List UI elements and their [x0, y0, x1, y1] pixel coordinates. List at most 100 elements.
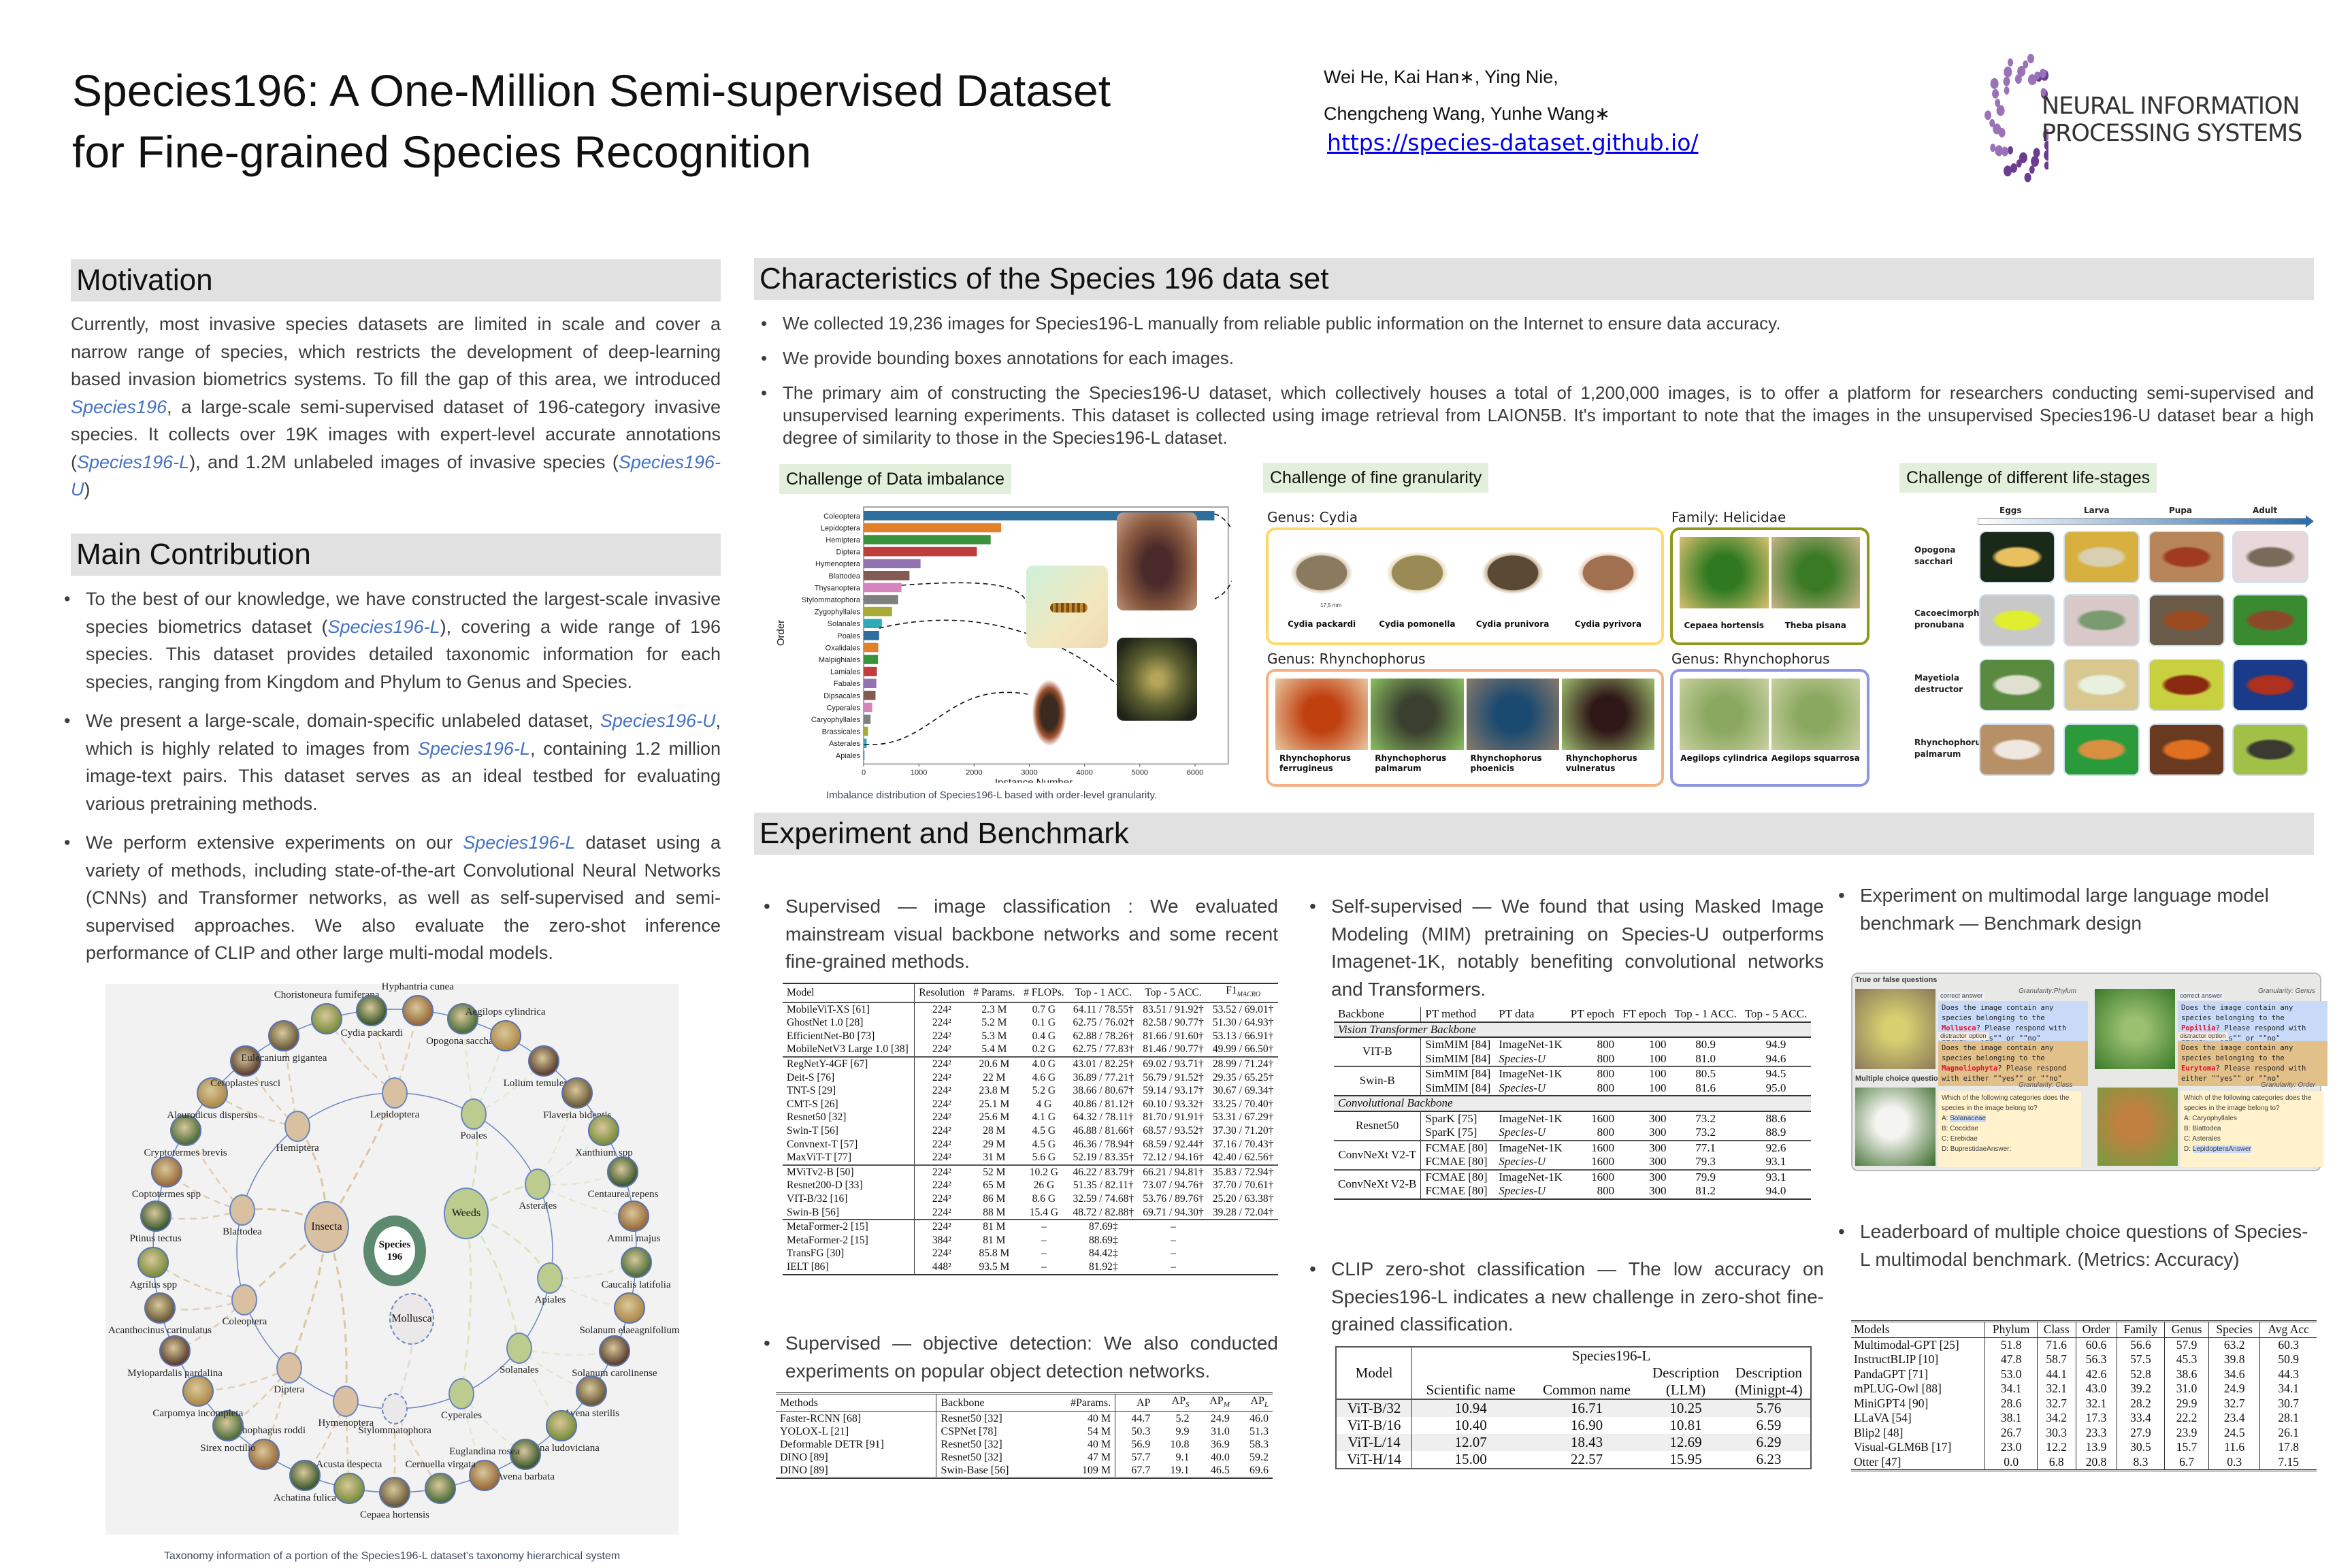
header-row: Scientific name Common name Description (L… — [1336, 1365, 1811, 1400]
table-row: IELT [86] 448² 93.5 M – 81.92‡ – — [783, 1260, 1278, 1275]
table-cell: 34.6 — [2208, 1367, 2261, 1382]
x-tick-label: 5000 — [1132, 769, 1148, 777]
det-bullet: • Supervised — objective detection: We al… — [764, 1330, 1278, 1385]
lifestage-photo — [2063, 531, 2140, 583]
table-cell: 39.2 — [2117, 1382, 2166, 1396]
logo-dot — [2004, 165, 2012, 177]
y-tick-label: Poales — [837, 632, 860, 640]
leaderboard-table: Models Phylum Class Order Family Genus Species… — [1851, 1320, 2317, 1471]
dataset-name: Species196-L — [417, 738, 530, 759]
leaderboard-bullet: • Leaderboard of multiple choice question… — [1838, 1218, 2314, 1273]
table-cell: – — [1171, 1260, 1176, 1273]
table-cell: 32.7 — [2037, 1396, 2076, 1411]
header-text: AP — [1209, 1395, 1224, 1407]
model-name: MetaFormer-2 [15] — [783, 1233, 915, 1247]
logo-dot — [2039, 68, 2046, 78]
table-cell: 0.2 G — [1032, 1043, 1056, 1056]
bar-poales — [864, 631, 879, 640]
column-header: Phylum — [1984, 1321, 2038, 1337]
order-node — [382, 1393, 408, 1424]
table-row: Otter [47] 0.0 6.8 20.8 8.3 6.7 0.3 7.15 — [1851, 1454, 2317, 1471]
lifestage-photo — [2063, 659, 2140, 711]
y-tick-label: Coleoptera — [823, 512, 861, 521]
species-photo-node — [561, 1077, 593, 1109]
table-row: TNT-S [29] 224² 23.8 M 5.2 G 38.66 / 80.67† 5… — [783, 1084, 1278, 1098]
species-label: Euglandina rosea — [449, 1446, 520, 1457]
table-cell: 34.1 — [2278, 1382, 2299, 1395]
table-cell: 10.94 — [1454, 1400, 1487, 1416]
x-axis-label: Instance Number — [995, 777, 1073, 783]
table-row: ViT-B/32 10.94 16.71 10.25 5.76 — [1336, 1399, 1811, 1417]
table-cell: 224² — [932, 1030, 951, 1042]
bullet-text: Experiment on multimodal large language … — [1860, 885, 2269, 934]
species-label: Avena barbata — [495, 1471, 555, 1482]
bullet-text: CLIP zero-shot classification — The low … — [1331, 1258, 1824, 1335]
column-header: Description (Minigpt-4) — [1727, 1365, 1811, 1400]
table-cell: Resnet50 [32] — [941, 1439, 1002, 1451]
specimen-photo — [1771, 679, 1860, 750]
bar-asterales — [864, 738, 867, 748]
table-row: Convnext-T [57] 224² 29 M 4.5 G 46.36 / 78.9… — [783, 1137, 1278, 1152]
table-cell: 224² — [914, 1219, 969, 1234]
logo-dot — [2029, 165, 2035, 174]
model-name: RegNetY-4GF [67] — [783, 1056, 915, 1071]
taxon-name: Mollusca — [1942, 1024, 1976, 1032]
bar-lamiales — [864, 666, 877, 676]
table-cell: FCMAE [80] — [1425, 1155, 1488, 1168]
order-label: Solanales — [500, 1364, 539, 1375]
table-cell: Resnet50 [32] — [941, 1413, 1002, 1425]
table-cell: 31.0 — [1210, 1426, 1230, 1438]
table-cell: Resnet50 [32] — [941, 1452, 1002, 1464]
specimen-photo — [1371, 679, 1464, 750]
annotation-arrow — [1214, 513, 1232, 600]
distractor-label: distractor option — [2178, 1032, 2228, 1040]
table-cell: 81 M — [983, 1234, 1006, 1246]
column-header: Resolution — [914, 983, 969, 1002]
model-name: TNT-S [29] — [783, 1084, 915, 1098]
species-row-label: Opogona sacchari — [1914, 545, 1956, 566]
logo-line-2: PROCESSING SYSTEMS — [2042, 120, 2302, 147]
table-row: RegNetY-4GF [67] 224² 20.6 M 4.0 G 43.01 / 8… — [783, 1056, 1278, 1071]
table-cell: 35.83 / 72.94† — [1208, 1164, 1278, 1179]
lifestage-photo — [2063, 594, 2140, 647]
species-label: Centaurea repens — [587, 1188, 659, 1200]
table-cell: 56.79 / 91.52† — [1143, 1071, 1204, 1083]
table-cell: 109 M — [1045, 1464, 1116, 1478]
taxon-name: Eurytoma — [2181, 1064, 2216, 1073]
project-link[interactable]: https://species-dataset.github.io/ — [1327, 129, 1699, 156]
table-cell: 6.7 — [2164, 1454, 2209, 1471]
table-cell: 94.9 — [1740, 1036, 1812, 1052]
table-cell: mPLUG-Owl [88] — [1851, 1382, 1986, 1396]
bar-caryophyllales — [864, 715, 871, 724]
specimen-photo — [1561, 679, 1654, 750]
table-cell: 17.8 — [2278, 1440, 2299, 1454]
table-cell: – — [1138, 1219, 1209, 1234]
column-header: APL — [1234, 1394, 1273, 1412]
answer-option: Solanaceae — [1950, 1115, 1987, 1122]
stage-label: Adult — [2253, 506, 2278, 515]
table-cell: 49.99 / 66.50† — [1212, 1043, 1274, 1056]
table-cell: 43.01 / 82.25† — [1068, 1056, 1139, 1071]
species-label: Aegilops cylindrica — [465, 1007, 546, 1018]
x-tick-label: 2000 — [966, 769, 982, 777]
lifestage-photo — [1979, 723, 2055, 776]
model-name: Convnext-T [57] — [783, 1137, 915, 1152]
table-cell: 36.89 / 77.21† — [1073, 1071, 1134, 1083]
model-name: Swin-B [56] — [783, 1205, 915, 1220]
model-name: MViTv2-B [50] — [783, 1164, 915, 1179]
order-node — [382, 1077, 408, 1109]
order-node — [333, 1385, 359, 1417]
taxonomy-edge — [325, 1092, 396, 1228]
list-item: • We perform extensive experiments on our… — [64, 829, 721, 967]
table-cell: Visual-GLM6B [17] — [1851, 1440, 1986, 1455]
table-cell: 50.9 — [2278, 1352, 2299, 1366]
table-cell: 33.25 / 70.40† — [1212, 1098, 1274, 1110]
table-cell: 34.2 — [2037, 1411, 2076, 1426]
table-cell: 50.3 — [1131, 1426, 1151, 1438]
table-cell: 224² — [932, 1206, 951, 1218]
table-cell: 88.9 — [1765, 1126, 1786, 1139]
table-cell: Swin-Base [56] — [941, 1465, 1009, 1477]
species-photo-node — [607, 1156, 639, 1188]
bullet-text: Self-supervised — We found that using Ma… — [1331, 896, 1824, 1000]
table-cell: 29.9 — [2164, 1396, 2209, 1411]
